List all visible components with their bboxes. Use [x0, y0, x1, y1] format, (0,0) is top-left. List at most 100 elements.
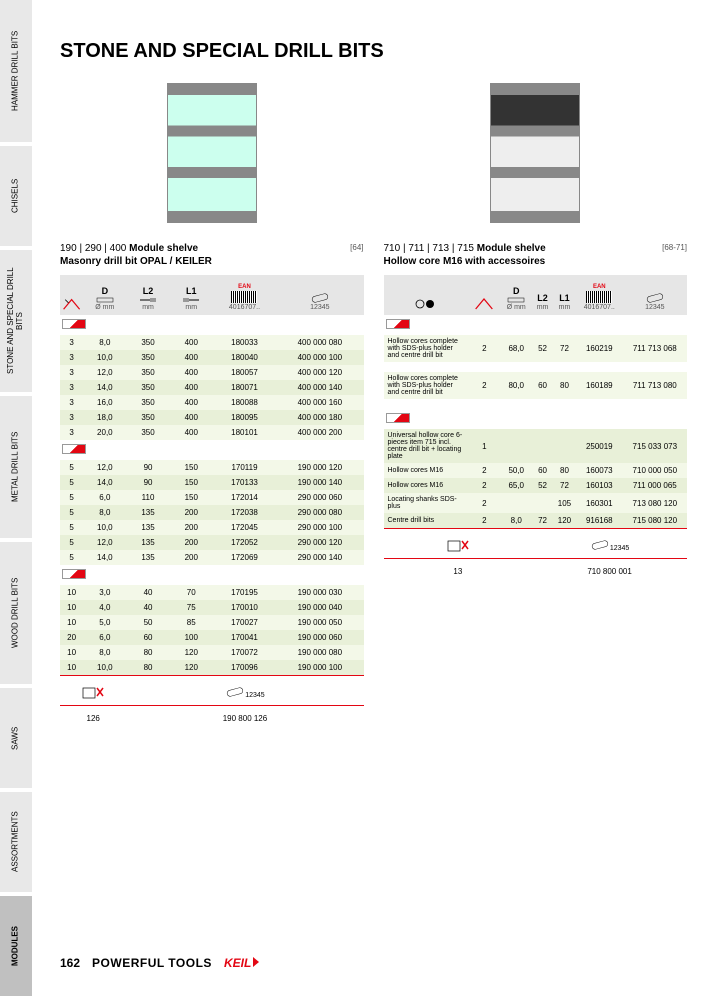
- cell: 290 000 140: [276, 550, 363, 565]
- cell: 400: [170, 395, 213, 410]
- cell: [500, 493, 532, 513]
- cell: 5: [60, 475, 83, 490]
- sidebar-tab[interactable]: SAWS: [0, 688, 32, 788]
- cell: 3,0: [83, 585, 126, 600]
- cell: 135: [126, 535, 169, 550]
- cell: 170027: [213, 615, 276, 630]
- cell: 10: [60, 645, 83, 660]
- cell: 400 000 080: [276, 335, 363, 350]
- cell: 400 000 160: [276, 395, 363, 410]
- cell: 80: [553, 372, 576, 399]
- cell: 120: [170, 660, 213, 676]
- cell: 2: [468, 493, 500, 513]
- cell: 10: [60, 660, 83, 676]
- hdr-l1: L1mm: [170, 275, 213, 315]
- right-table: DØ mm L2mm L1mm EAN4016707.. 12345 Hollo…: [384, 275, 688, 579]
- sidebar-tab[interactable]: MODULES: [0, 896, 32, 996]
- cell: 190 000 050: [276, 615, 363, 630]
- cell: 100: [170, 630, 213, 645]
- cell: 190 000 080: [276, 645, 363, 660]
- right-subtitle: Hollow core M16 with accessoires: [384, 256, 688, 267]
- cell: 40: [126, 600, 169, 615]
- table-row: 514,0135200172069290 000 140: [60, 550, 364, 565]
- sidebar-tab[interactable]: METAL DRILL BITS: [0, 396, 32, 538]
- cell: 10: [60, 615, 83, 630]
- sidebar-tab[interactable]: HAMMER DRILL BITS: [0, 0, 32, 142]
- cell: 5,0: [83, 615, 126, 630]
- left-header-row: DØ mm L2mm L1mm EAN4016707.. 12345: [60, 275, 364, 315]
- hdr-d: DØ mm: [83, 275, 126, 315]
- table-row: 512,090150170119190 000 120: [60, 460, 364, 475]
- cell: 160103: [576, 478, 623, 493]
- page-number: 162: [60, 956, 80, 970]
- cell: 250019: [576, 429, 623, 463]
- cell: 190 000 060: [276, 630, 363, 645]
- cell: 5: [60, 550, 83, 565]
- footer-row: 12345: [60, 676, 364, 706]
- cell: 85: [170, 615, 213, 630]
- table-row: 312,0350400180057400 000 120: [60, 365, 364, 380]
- left-table: DØ mm L2mm L1mm EAN4016707.. 12345 38,03…: [60, 275, 364, 726]
- table-row: Universal hollow core 6-pieces item 715 …: [384, 429, 688, 463]
- section-marker: [60, 315, 364, 335]
- cell: 5: [60, 490, 83, 505]
- cell: 6,0: [83, 630, 126, 645]
- cell: 200: [170, 520, 213, 535]
- cell: 400 000 140: [276, 380, 363, 395]
- cell: 400: [170, 410, 213, 425]
- cell: 80: [126, 660, 169, 676]
- cell: 8,0: [83, 335, 126, 350]
- cell: 711 713 068: [623, 335, 687, 362]
- hdr-l1-r: L1mm: [553, 275, 576, 315]
- cell: 10,0: [83, 520, 126, 535]
- cell: 2: [468, 463, 500, 478]
- cell: 1: [468, 429, 500, 463]
- cell: 80: [553, 463, 576, 478]
- cell: 5: [60, 535, 83, 550]
- cell: 3: [60, 395, 83, 410]
- table-row: 104,04075170010190 000 040: [60, 600, 364, 615]
- sidebar-tab[interactable]: CHISELS: [0, 146, 32, 246]
- cell: 3: [60, 350, 83, 365]
- cell: 150: [170, 475, 213, 490]
- cell: 170133: [213, 475, 276, 490]
- cell: 8,0: [83, 645, 126, 660]
- cell: 4,0: [83, 600, 126, 615]
- sidebar-nav: HAMMER DRILL BITS CHISELS STONE AND SPECIA…: [0, 0, 32, 1000]
- cell: 172045: [213, 520, 276, 535]
- table-row: 103,04070170195190 000 030: [60, 585, 364, 600]
- cell: 2: [468, 335, 500, 362]
- footer-icon: [60, 676, 126, 706]
- cell: 135: [126, 505, 169, 520]
- table-row: 1010,080120170096190 000 100: [60, 660, 364, 676]
- cell: 350: [126, 410, 169, 425]
- cell: 916168: [576, 513, 623, 529]
- cell: 8,0: [500, 513, 532, 529]
- sidebar-tab[interactable]: STONE AND SPECIAL DRILL BITS: [0, 250, 32, 392]
- cell: 170010: [213, 600, 276, 615]
- cell: 400: [170, 350, 213, 365]
- table-row: Centre drill bits28,072120916168715 080 …: [384, 513, 688, 529]
- table-row: 316,0350400180088400 000 160: [60, 395, 364, 410]
- hdr-desc-icon: [384, 275, 469, 315]
- cell: 68,0: [500, 335, 532, 362]
- cell: 160301: [576, 493, 623, 513]
- table-row: 310,0350400180040400 000 100: [60, 350, 364, 365]
- cell: 20: [60, 630, 83, 645]
- cell: 135: [126, 520, 169, 535]
- sidebar-tab[interactable]: ASSORTMENTS: [0, 792, 32, 892]
- cell: 200: [170, 505, 213, 520]
- table-row: Hollow cores complete with SDS-plus hold…: [384, 335, 688, 362]
- cell: 715 033 073: [623, 429, 687, 463]
- cell: 715 080 120: [623, 513, 687, 529]
- cell: 12,0: [83, 365, 126, 380]
- cell: 14,0: [83, 475, 126, 490]
- table-row: Locating shanks SDS-plus2105160301713 08…: [384, 493, 688, 513]
- table-row: Hollow cores complete with SDS-plus hold…: [384, 372, 688, 399]
- table-row: Hollow cores M16265,05272160103711 000 0…: [384, 478, 688, 493]
- cell: 172014: [213, 490, 276, 505]
- sidebar-tab[interactable]: WOOD DRILL BITS: [0, 542, 32, 684]
- right-page-ref: [68-71]: [662, 243, 687, 252]
- table-row: 56,0110150172014290 000 060: [60, 490, 364, 505]
- right-label: Module shelve: [477, 243, 546, 254]
